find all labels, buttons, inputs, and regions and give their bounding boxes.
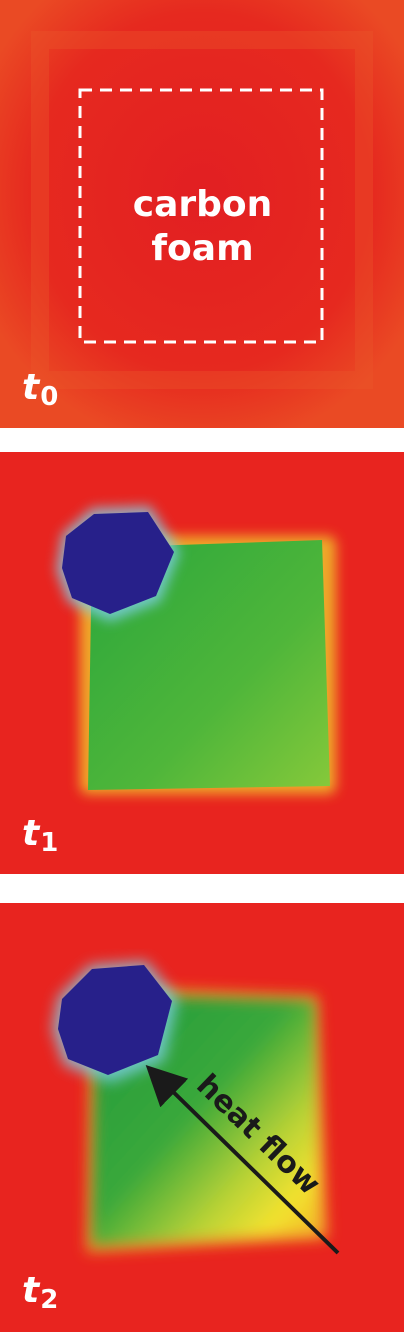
thermal-image-t1 (0, 452, 404, 874)
thermal-panel-t2: heat flow t2 (0, 903, 404, 1332)
time-label-t2: t2 (22, 1270, 59, 1315)
time-label-t0: t0 (22, 367, 59, 412)
carbon-foam-label: carbon foam (80, 183, 325, 271)
hot-field (0, 0, 404, 428)
thermal-image-t0 (0, 0, 404, 428)
thermal-panel-t0: carbon foam t0 (0, 0, 404, 428)
warm-halo (31, 31, 373, 389)
foam-label-line1: carbon (132, 184, 273, 225)
time-label-t1: t1 (22, 813, 59, 858)
carbon-foam-outline (78, 88, 324, 344)
ice-block (58, 965, 172, 1075)
thermal-image-t2: heat flow (0, 903, 404, 1332)
thermal-panel-t1: ice t1 (0, 452, 404, 874)
foam-label-line2: foam (151, 228, 254, 269)
heat-flow-arrow (145, 1065, 340, 1255)
ice-block (62, 512, 174, 614)
